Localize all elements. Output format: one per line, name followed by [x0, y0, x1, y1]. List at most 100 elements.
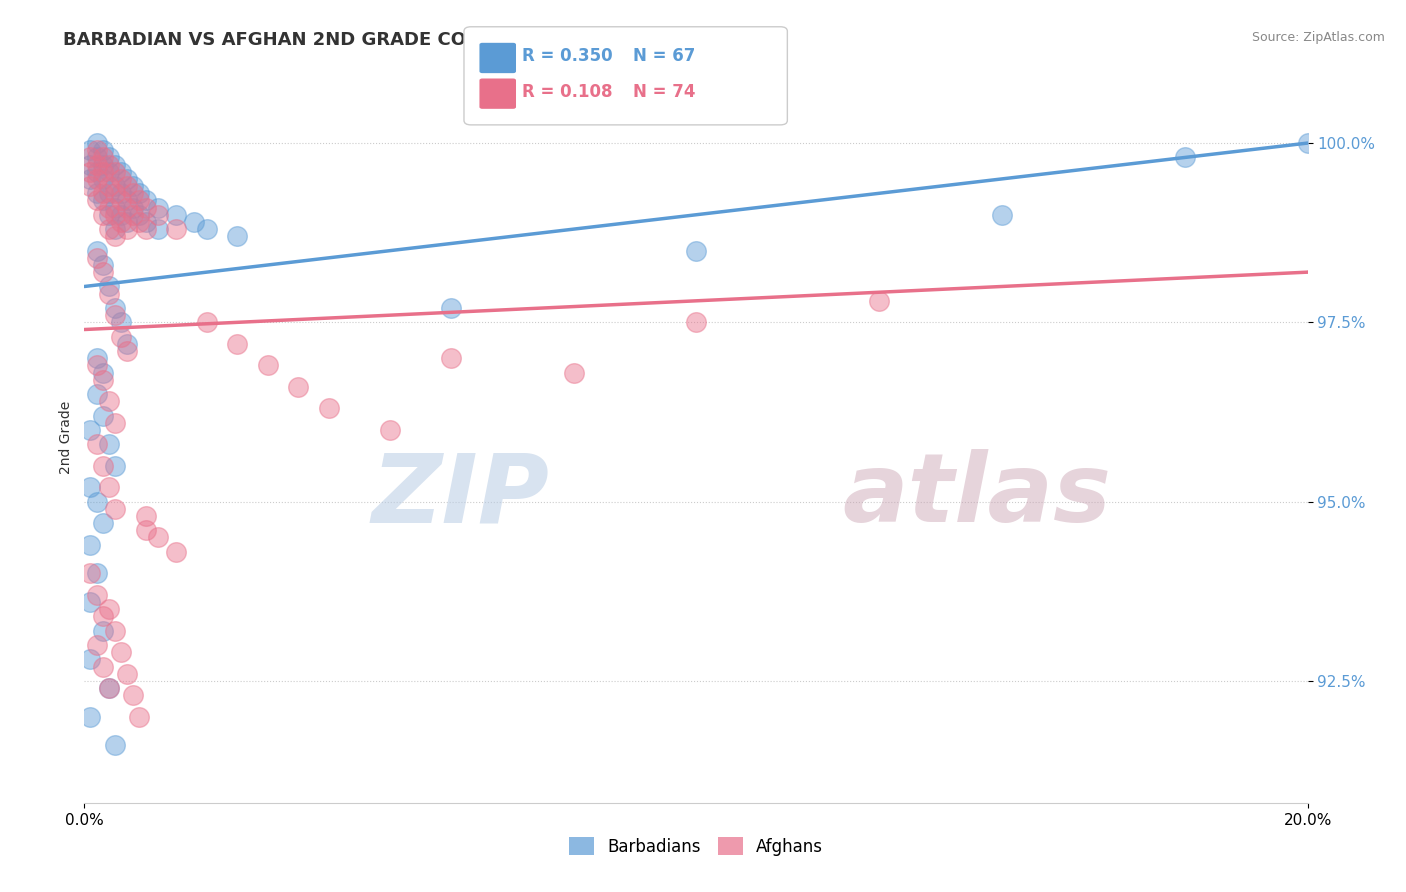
Point — [86, 186, 108, 201]
Point — [135, 222, 157, 236]
Point — [104, 179, 127, 194]
Point — [91, 172, 114, 186]
Point — [115, 215, 138, 229]
Point — [86, 437, 108, 451]
Point — [991, 208, 1014, 222]
Point — [79, 595, 101, 609]
Point — [226, 336, 249, 351]
Point — [1174, 150, 1197, 164]
Point — [97, 681, 120, 695]
Point — [122, 208, 145, 222]
Point — [97, 602, 120, 616]
Point — [86, 150, 108, 164]
Point — [86, 387, 108, 401]
Point — [122, 186, 145, 201]
Point — [110, 215, 132, 229]
Point — [165, 208, 187, 222]
Y-axis label: 2nd Grade: 2nd Grade — [59, 401, 73, 474]
Point — [86, 136, 108, 150]
Point — [226, 229, 249, 244]
Text: atlas: atlas — [842, 449, 1112, 542]
Text: Source: ZipAtlas.com: Source: ZipAtlas.com — [1251, 31, 1385, 45]
Point — [110, 208, 132, 222]
Point — [869, 293, 891, 308]
Point — [86, 588, 108, 602]
Point — [79, 423, 101, 437]
Point — [685, 315, 707, 329]
Point — [146, 531, 169, 545]
Point — [97, 437, 120, 451]
Point — [440, 351, 463, 366]
Point — [91, 208, 114, 222]
Point — [115, 222, 138, 236]
Point — [79, 165, 101, 179]
Point — [110, 329, 132, 343]
Point — [128, 215, 150, 229]
Point — [97, 681, 120, 695]
Point — [115, 179, 138, 194]
Point — [562, 366, 585, 380]
Point — [86, 351, 108, 366]
Point — [91, 373, 114, 387]
Point — [122, 179, 145, 194]
Point — [122, 201, 145, 215]
Point — [97, 286, 120, 301]
Point — [135, 215, 157, 229]
Point — [86, 194, 108, 208]
Point — [91, 516, 114, 530]
Point — [318, 401, 340, 416]
Point — [97, 158, 120, 172]
Point — [115, 172, 138, 186]
Text: R = 0.108: R = 0.108 — [522, 83, 612, 101]
Point — [115, 336, 138, 351]
Point — [135, 524, 157, 538]
Point — [1296, 136, 1319, 150]
Point — [97, 208, 120, 222]
Point — [135, 508, 157, 523]
Point — [91, 194, 114, 208]
Point — [86, 494, 108, 508]
Point — [146, 222, 169, 236]
Point — [91, 143, 114, 157]
Point — [104, 186, 127, 201]
Point — [86, 566, 108, 581]
Point — [79, 480, 101, 494]
Point — [128, 194, 150, 208]
Point — [110, 194, 132, 208]
Point — [104, 458, 127, 473]
Point — [135, 201, 157, 215]
Point — [183, 215, 205, 229]
Point — [104, 229, 127, 244]
Point — [86, 165, 108, 179]
Point — [97, 165, 120, 179]
Point — [115, 194, 138, 208]
Point — [165, 545, 187, 559]
Point — [91, 458, 114, 473]
Point — [195, 315, 218, 329]
Point — [104, 416, 127, 430]
Text: R = 0.350: R = 0.350 — [522, 47, 612, 65]
Point — [97, 150, 120, 164]
Point — [146, 201, 169, 215]
Point — [104, 301, 127, 315]
Point — [91, 409, 114, 423]
Point — [91, 158, 114, 172]
Point — [287, 380, 309, 394]
Point — [91, 659, 114, 673]
Legend: Barbadians, Afghans: Barbadians, Afghans — [561, 830, 831, 864]
Point — [79, 143, 101, 157]
Point — [110, 315, 132, 329]
Point — [86, 638, 108, 652]
Point — [91, 609, 114, 624]
Point — [79, 652, 101, 666]
Point — [97, 279, 120, 293]
Point — [110, 645, 132, 659]
Point — [91, 150, 114, 164]
Text: N = 74: N = 74 — [633, 83, 695, 101]
Point — [97, 222, 120, 236]
Point — [97, 394, 120, 409]
Point — [79, 172, 101, 186]
Point — [128, 208, 150, 222]
Point — [195, 222, 218, 236]
Point — [79, 566, 101, 581]
